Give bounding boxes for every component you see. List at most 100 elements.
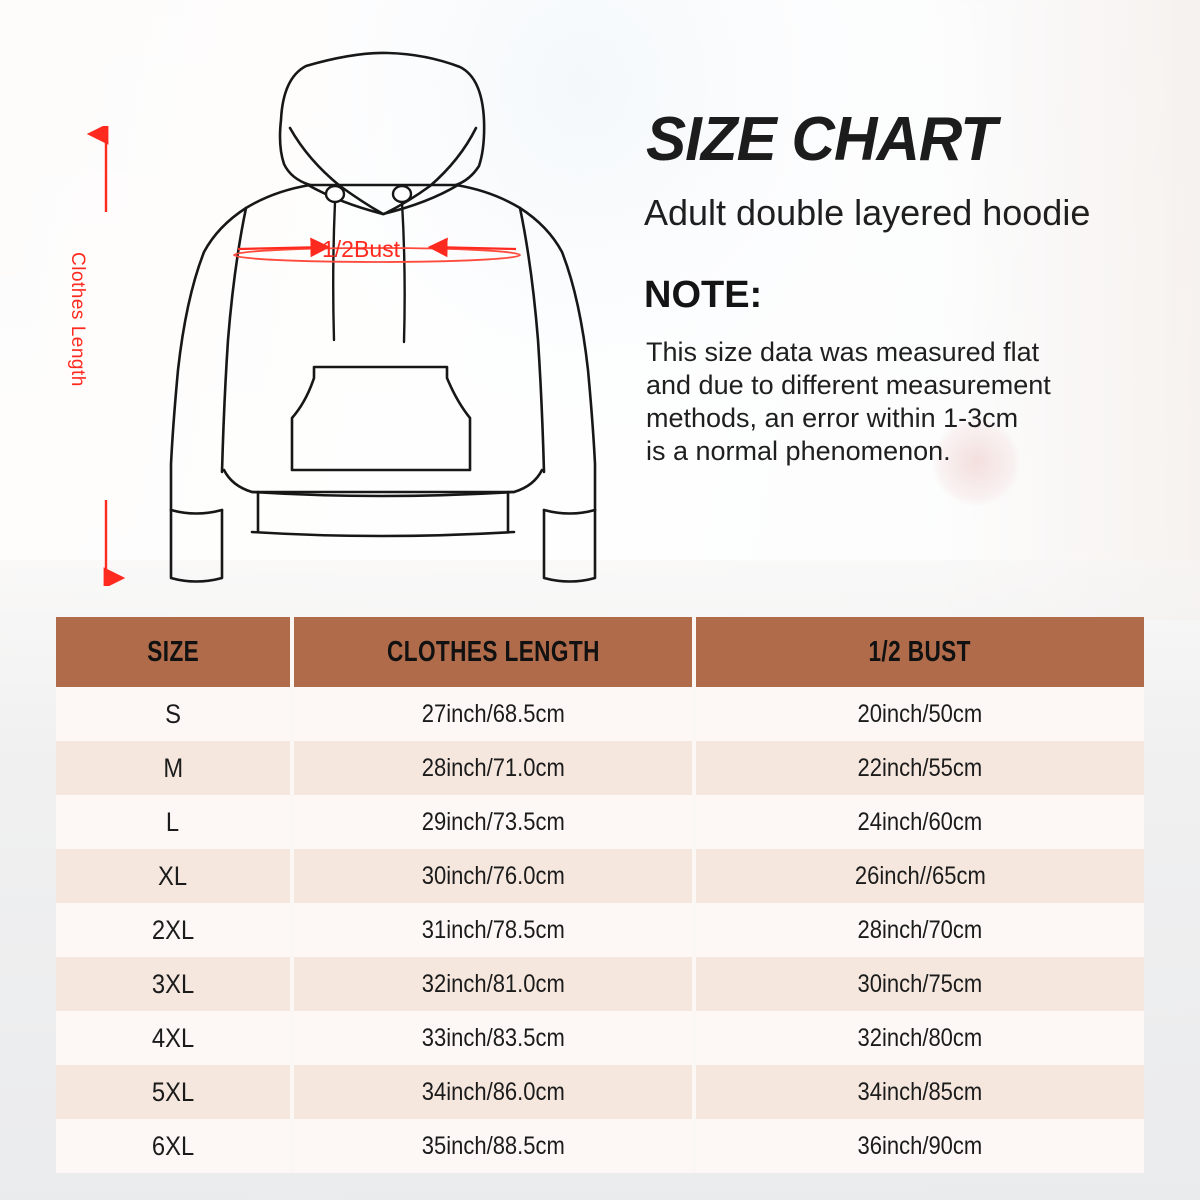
hoodie-illustration (140, 40, 610, 600)
note-line: is a normal phenomenon. (646, 436, 951, 466)
half-bust-value: 34inch/85cm (857, 1077, 983, 1106)
cell-half-bust: 32inch/80cm (696, 1011, 1144, 1065)
column-divider (692, 957, 696, 1011)
cell-clothes-length: 28inch/71.0cm (294, 741, 692, 795)
cell-size: 5XL (56, 1065, 290, 1119)
table-row: 2XL 31inch/78.5cm 28inch/70cm (56, 903, 1144, 957)
column-divider (692, 1065, 696, 1119)
drawstring-eyelet-right (391, 184, 413, 204)
half-bust-value: 20inch/50cm (857, 699, 983, 728)
half-bust-value: 22inch/55cm (857, 753, 983, 782)
clothes-length-value: 27inch/68.5cm (421, 699, 565, 728)
cell-size: S (56, 687, 290, 741)
cell-size: 6XL (56, 1119, 290, 1173)
cell-size: 4XL (56, 1011, 290, 1065)
half-bust-label: 1/2Bust (322, 236, 400, 262)
cell-clothes-length: 32inch/81.0cm (294, 957, 692, 1011)
table-header-clothes-length: CLOTHES LENGTH (294, 617, 692, 687)
cell-size: M (56, 741, 290, 795)
column-divider (290, 1065, 294, 1119)
table-row: 6XL 35inch/88.5cm 36inch/90cm (56, 1119, 1144, 1173)
half-bust-value: 32inch/80cm (857, 1023, 983, 1052)
table-row: 5XL 34inch/86.0cm 34inch/85cm (56, 1065, 1144, 1119)
background-pink-circle (932, 418, 1020, 506)
column-divider (290, 795, 294, 849)
cell-clothes-length: 35inch/88.5cm (294, 1119, 692, 1173)
cell-half-bust: 24inch/60cm (696, 795, 1144, 849)
clothes-length-label: Clothes Length (67, 252, 88, 387)
note-line: and due to different measurement (646, 370, 1051, 400)
size-value: 6XL (151, 1130, 195, 1161)
table-header-half-bust-label: 1/2 BUST (868, 635, 972, 668)
size-value: L (166, 806, 180, 837)
column-divider (692, 617, 696, 687)
background-sky-glow (330, 0, 890, 430)
cell-clothes-length: 31inch/78.5cm (294, 903, 692, 957)
column-divider (692, 1011, 696, 1065)
table-row: 3XL 32inch/81.0cm 30inch/75cm (56, 957, 1144, 1011)
size-value: M (163, 752, 183, 783)
column-divider (692, 687, 696, 741)
column-divider (290, 849, 294, 903)
column-divider (290, 1119, 294, 1173)
table-row: XL 30inch/76.0cm 26inch//65cm (56, 849, 1144, 903)
table-row: M 28inch/71.0cm 22inch/55cm (56, 741, 1144, 795)
cell-half-bust: 28inch/70cm (696, 903, 1144, 957)
table-header-size: SIZE (56, 617, 290, 687)
half-bust-value: 24inch/60cm (857, 807, 983, 836)
table-header-size-label: SIZE (147, 635, 199, 668)
cell-half-bust: 20inch/50cm (696, 687, 1144, 741)
note-heading: NOTE: (644, 274, 763, 316)
size-value: 3XL (151, 968, 195, 999)
column-divider (290, 903, 294, 957)
column-divider (692, 795, 696, 849)
column-divider (692, 849, 696, 903)
column-divider (692, 1119, 696, 1173)
half-bust-arrow (232, 232, 522, 272)
cell-clothes-length: 34inch/86.0cm (294, 1065, 692, 1119)
note-line: methods, an error within 1-3cm (646, 403, 1019, 433)
half-bust-value: 28inch/70cm (857, 915, 983, 944)
cell-half-bust: 36inch/90cm (696, 1119, 1144, 1173)
drawstring-eyelet-left (324, 184, 346, 204)
size-value: 2XL (151, 914, 195, 945)
clothes-length-value: 31inch/78.5cm (421, 915, 565, 944)
table-row: 4XL 33inch/83.5cm 32inch/80cm (56, 1011, 1144, 1065)
page-subtitle: Adult double layered hoodie (644, 192, 1091, 233)
half-bust-value: 36inch/90cm (857, 1131, 983, 1160)
cell-size: 3XL (56, 957, 290, 1011)
column-divider (290, 687, 294, 741)
half-bust-value: 26inch//65cm (854, 861, 986, 890)
clothes-length-value: 32inch/81.0cm (421, 969, 565, 998)
clothes-length-value: 28inch/71.0cm (421, 753, 565, 782)
clothes-length-value: 30inch/76.0cm (421, 861, 565, 890)
cell-clothes-length: 27inch/68.5cm (294, 687, 692, 741)
clothes-length-value: 34inch/86.0cm (421, 1077, 565, 1106)
cell-half-bust: 34inch/85cm (696, 1065, 1144, 1119)
clothes-length-value: 29inch/73.5cm (421, 807, 565, 836)
size-table: SIZE CLOTHES LENGTH 1/2 BUST S 27inch/68… (56, 617, 1144, 1173)
cell-half-bust: 26inch//65cm (696, 849, 1144, 903)
cell-clothes-length: 29inch/73.5cm (294, 795, 692, 849)
size-value: 4XL (151, 1022, 195, 1053)
size-value: 5XL (151, 1076, 195, 1107)
page-title: SIZE CHART (646, 105, 997, 174)
column-divider (290, 1011, 294, 1065)
cell-size: 2XL (56, 903, 290, 957)
cell-half-bust: 30inch/75cm (696, 957, 1144, 1011)
table-row: L 29inch/73.5cm 24inch/60cm (56, 795, 1144, 849)
column-divider (692, 903, 696, 957)
table-header-clothes-length-label: CLOTHES LENGTH (386, 635, 600, 668)
table-row: S 27inch/68.5cm 20inch/50cm (56, 687, 1144, 741)
cell-clothes-length: 30inch/76.0cm (294, 849, 692, 903)
cell-clothes-length: 33inch/83.5cm (294, 1011, 692, 1065)
column-divider (290, 617, 294, 687)
clothes-length-value: 33inch/83.5cm (421, 1023, 565, 1052)
table-header-half-bust: 1/2 BUST (696, 617, 1144, 687)
clothes-length-arrow (86, 126, 126, 586)
column-divider (692, 741, 696, 795)
clothes-length-value: 35inch/88.5cm (421, 1131, 565, 1160)
size-value: S (165, 698, 181, 729)
background-right-vignette (940, 0, 1200, 620)
